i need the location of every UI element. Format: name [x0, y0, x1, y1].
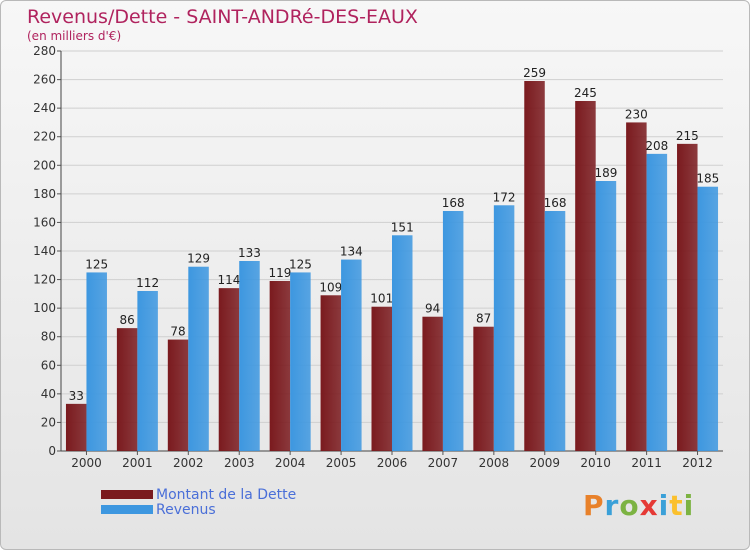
bar-revenus [188, 266, 209, 451]
legend: Montant de la Dette Revenus [101, 486, 297, 518]
bar-dette [269, 281, 291, 451]
x-tick-label: 2010 [580, 456, 611, 470]
logo-letter: P [583, 489, 605, 522]
y-tick-label: 60 [41, 358, 56, 372]
x-tick-label: 2006 [377, 456, 408, 470]
data-label: 134 [340, 245, 363, 259]
bar-revenus [493, 205, 515, 451]
y-tick-label: 220 [33, 130, 56, 144]
logo-letter: i [683, 489, 695, 522]
bar-dette [167, 339, 189, 451]
bar-dette [116, 328, 138, 451]
y-tick-label: 0 [48, 444, 56, 458]
data-label: 129 [187, 252, 210, 266]
data-label: 168 [544, 196, 567, 210]
bar-revenus [86, 272, 107, 451]
y-tick-label: 100 [33, 301, 56, 315]
legend-label-revenus: Revenus [156, 501, 216, 518]
data-label: 245 [574, 86, 597, 100]
x-tick-label: 2011 [631, 456, 662, 470]
y-tick-label: 140 [33, 244, 56, 258]
data-label: 189 [594, 166, 617, 180]
x-tick-label: 2003 [224, 456, 255, 470]
bar-revenus [697, 186, 719, 451]
data-label: 133 [238, 246, 261, 260]
data-label: 172 [493, 190, 516, 204]
data-label: 230 [625, 107, 648, 121]
data-label: 185 [696, 172, 719, 186]
logo-letter: o [619, 489, 640, 522]
bar-dette [218, 288, 240, 451]
y-tick-label: 240 [33, 101, 56, 115]
bar-dette [320, 295, 342, 451]
data-label: 78 [170, 325, 185, 339]
x-tick-label: 2002 [173, 456, 204, 470]
data-label: 33 [69, 389, 84, 403]
bar-revenus [341, 259, 362, 451]
x-tick-label: 2001 [122, 456, 153, 470]
y-tick-label: 20 [41, 415, 56, 429]
legend-item-dette: Montant de la Dette [101, 486, 297, 503]
bar-dette [371, 306, 392, 451]
legend-item-revenus: Revenus [101, 501, 296, 518]
bar-dette [422, 316, 443, 451]
data-label: 114 [218, 273, 241, 287]
data-label: 101 [370, 292, 393, 306]
data-label: 259 [523, 66, 546, 80]
x-tick-label: 2005 [326, 456, 357, 470]
bar-dette [626, 122, 647, 451]
x-tick-label: 2000 [71, 456, 102, 470]
bar-revenus [595, 181, 617, 451]
data-label: 86 [119, 313, 134, 327]
y-tick-label: 200 [33, 158, 56, 172]
bar-revenus [290, 272, 311, 451]
bar-revenus [137, 291, 158, 451]
y-tick-label: 80 [41, 330, 56, 344]
data-label: 119 [268, 266, 291, 280]
data-label: 168 [442, 196, 465, 210]
logo-letter: i [658, 489, 670, 522]
logo-letter: r [604, 489, 620, 522]
bar-revenus [646, 153, 668, 451]
data-label: 151 [391, 220, 414, 234]
bar-revenus [239, 261, 260, 451]
bar-revenus [544, 211, 566, 451]
chart-subtitle: (en milliers d'€) [27, 29, 122, 43]
x-tick-label: 2008 [479, 456, 510, 470]
data-label: 125 [289, 257, 312, 271]
x-tick-label: 2007 [428, 456, 459, 470]
data-label: 109 [319, 280, 342, 294]
logo-letter: t [669, 489, 684, 522]
bar-dette [65, 403, 87, 451]
bar-revenus [442, 211, 464, 451]
bar-dette [473, 326, 494, 451]
legend-label-dette: Montant de la Dette [156, 486, 297, 503]
x-tick-label: 2004 [275, 456, 306, 470]
y-tick-label: 120 [33, 273, 56, 287]
bar-revenus [392, 235, 413, 451]
y-tick-label: 180 [33, 187, 56, 201]
y-tick-label: 280 [33, 44, 56, 58]
chart-title: Revenus/Dette - SAINT-ANDRé-DES-EAUX [27, 6, 418, 28]
y-tick-label: 40 [41, 387, 56, 401]
data-label: 112 [136, 276, 159, 290]
bar-dette [677, 143, 698, 451]
logo-letter: x [639, 489, 659, 522]
legend-swatch-dette [101, 490, 153, 499]
legend-swatch-revenus [101, 505, 153, 514]
x-tick-label: 2012 [682, 456, 713, 470]
data-label: 215 [676, 129, 699, 143]
proxiti-logo: Proxiti [583, 489, 694, 522]
bar-dette [524, 81, 545, 451]
x-tick-label: 2009 [529, 456, 560, 470]
data-label: 87 [476, 312, 491, 326]
data-label: 125 [85, 257, 108, 271]
data-label: 94 [425, 302, 440, 316]
bar-dette [575, 101, 596, 451]
y-tick-label: 260 [33, 73, 56, 87]
data-label: 208 [645, 139, 668, 153]
y-tick-label: 160 [33, 215, 56, 229]
